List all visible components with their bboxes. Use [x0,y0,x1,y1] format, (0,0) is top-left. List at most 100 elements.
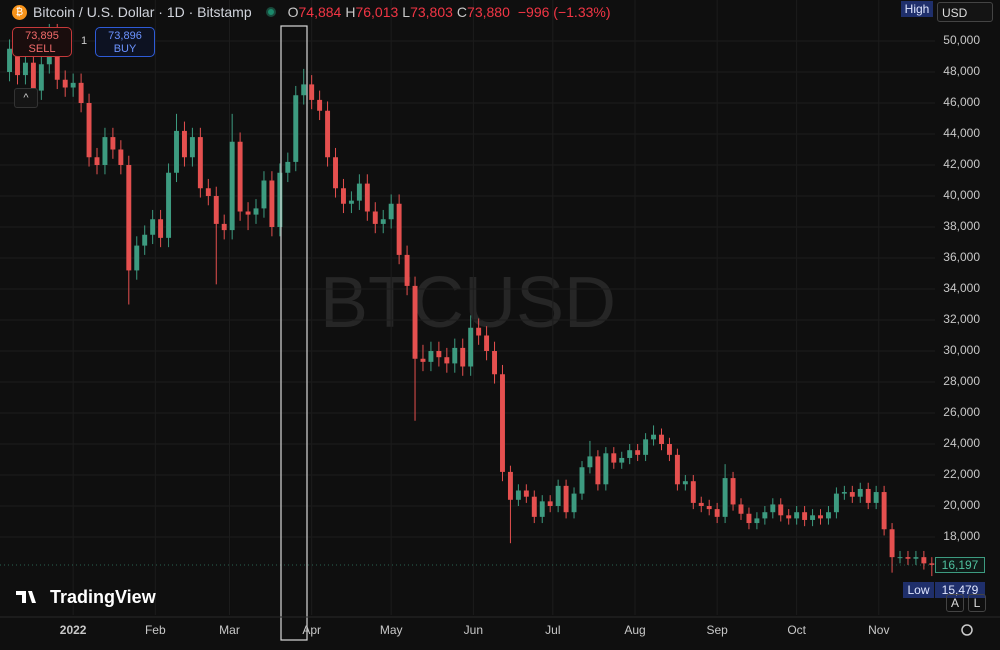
x-tick-label: Jul [545,623,560,637]
candle-body [794,512,800,519]
candle-body [555,485,561,507]
x-tick-label: Aug [624,623,645,637]
candle-body [70,82,76,88]
tv-logo [16,591,36,603]
y-tick-label: 44,000 [943,126,980,140]
last-price-label: 16,197 [935,556,985,573]
candle-body [30,62,36,91]
candle-body [730,478,736,505]
candle-body [651,434,657,440]
candle-body [245,211,251,215]
candle-body [913,557,919,559]
candle-body [500,374,505,472]
y-tick-label: 34,000 [943,281,980,295]
candle-body [317,99,323,111]
candle-body [579,467,585,494]
candle-body [293,95,299,162]
candle-body [929,563,935,565]
candle-body [38,64,44,91]
candle-body [547,501,553,507]
candle-body [865,488,871,503]
candle-body [603,453,609,485]
highlight-box [280,25,308,641]
candle-body [181,130,187,158]
ohlc-key: O [287,4,299,20]
candle-body [714,509,720,517]
x-tick-label: Nov [868,623,889,637]
candle-body [269,180,275,227]
candle-body [682,481,688,485]
candle-body [237,141,243,212]
symbol: Bitcoin / U.S. Dollar · 1D · Bitstamp [33,4,252,20]
x-tick-label: May [380,623,403,637]
candle-body [857,488,863,497]
candle-body [396,203,402,255]
y-tick-label: 30,000 [943,343,980,357]
candle-body [897,557,903,559]
candle-body [7,48,13,72]
y-tick-label: 28,000 [943,374,980,388]
candle-body [86,102,92,158]
candle-body [197,137,203,189]
ohlc-value: 74,884 [298,4,342,20]
candle-body [627,450,633,458]
x-tick-label: Apr [302,623,321,637]
candle-body [452,347,458,364]
candle-body [881,492,887,530]
ohlc-value: 76,013 [355,4,399,20]
y-tick-label: 38,000 [943,219,980,233]
high-badge: High [901,1,933,17]
candle-body [643,439,649,455]
candle-body [595,456,601,485]
sell-button[interactable]: 73,895 SELL [12,27,72,57]
currency-dropdown[interactable]: USD [937,2,993,22]
settings-icon[interactable] [961,624,973,636]
candle-body [412,285,418,359]
candle-body [174,130,179,173]
candle-body [905,557,911,559]
buy-label: BUY [113,43,137,55]
y-tick-label: 24,000 [943,436,980,450]
candle-body [738,504,744,514]
y-tick-label: 46,000 [943,95,980,109]
candle-body [833,493,839,513]
candle-body [142,234,148,246]
collapse-button[interactable]: ^ [14,88,38,108]
y-tick-label: 32,000 [943,312,980,326]
candle-body [674,454,680,485]
candle-body [873,492,879,503]
y-tick-label: 50,000 [943,33,980,47]
candle-body [301,84,307,96]
candle-body [492,351,497,375]
candle-body [15,48,20,76]
y-tick-label: 22,000 [943,467,980,481]
candle-body [786,515,792,519]
candle-body [22,62,28,76]
buy-button[interactable]: 73,896 BUY [95,27,155,57]
candle-body [698,502,704,507]
candle-body [102,137,108,165]
candle-body [476,327,482,336]
ohlc-key: L [402,4,411,20]
ohlc-key: C [456,4,468,20]
market-status [265,7,276,17]
candle-body [825,512,831,519]
y-tick-label: 42,000 [943,157,980,171]
candle-body [818,515,823,519]
candle-body [158,219,164,238]
candle-body [659,434,664,445]
candle-body [261,180,267,209]
btc-icon: ₿ [12,4,27,20]
auto-scale-button[interactable]: A [946,594,964,612]
candle-body [849,492,855,497]
log-scale-button[interactable]: L [968,594,986,612]
candle-body [166,172,172,238]
y-tick-label: 48,000 [943,64,980,78]
x-tick-label: 2022 [60,623,87,637]
candle-body [285,161,291,173]
quantity: 1 [81,35,88,47]
ohlc-value: 73,803 [410,4,453,20]
candle-body [221,223,227,231]
